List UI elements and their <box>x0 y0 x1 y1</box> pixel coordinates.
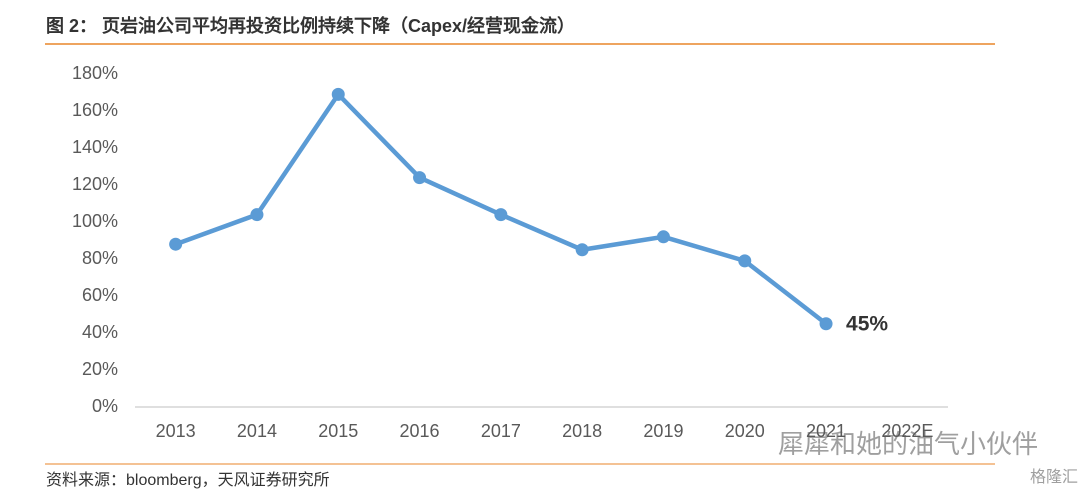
marker <box>169 237 183 251</box>
x-tick-label: 2020 <box>725 421 765 441</box>
marker <box>656 230 670 244</box>
source: 资料来源：bloomberg，天风证券研究所 <box>46 471 330 489</box>
y-tick-label: 100% <box>72 211 118 231</box>
y-tick-label: 20% <box>82 359 118 379</box>
watermark: 犀犀和她的油气小伙伴 <box>778 429 1038 459</box>
marker <box>494 208 508 222</box>
y-tick-label: 80% <box>82 248 118 268</box>
x-tick-label: 2015 <box>318 421 358 441</box>
data-label: 45% <box>846 312 888 335</box>
x-tick-label: 2017 <box>481 421 521 441</box>
chart-title: 图 2： 页岩油公司平均再投资比例持续下降（Capex/经营现金流） <box>46 15 575 36</box>
marker <box>413 171 427 185</box>
x-tick-label: 2016 <box>400 421 440 441</box>
y-tick-label: 120% <box>72 174 118 194</box>
y-tick-label: 60% <box>82 285 118 305</box>
y-tick-label: 180% <box>72 63 118 83</box>
watermark: 格隆汇 <box>1030 468 1078 486</box>
y-tick-label: 160% <box>72 100 118 120</box>
y-tick-label: 0% <box>92 396 118 416</box>
marker <box>738 254 752 268</box>
marker <box>819 317 833 331</box>
y-tick-label: 40% <box>82 322 118 342</box>
x-tick-label: 2018 <box>562 421 602 441</box>
y-tick-label: 140% <box>72 137 118 157</box>
marker <box>575 243 589 257</box>
x-tick-label: 2022E <box>881 421 933 441</box>
x-tick-label: 2019 <box>643 421 683 441</box>
x-tick-label: 2021 <box>806 421 846 441</box>
x-tick-label: 2013 <box>156 421 196 441</box>
marker <box>250 208 264 222</box>
x-tick-label: 2014 <box>237 421 277 441</box>
marker <box>331 87 345 101</box>
